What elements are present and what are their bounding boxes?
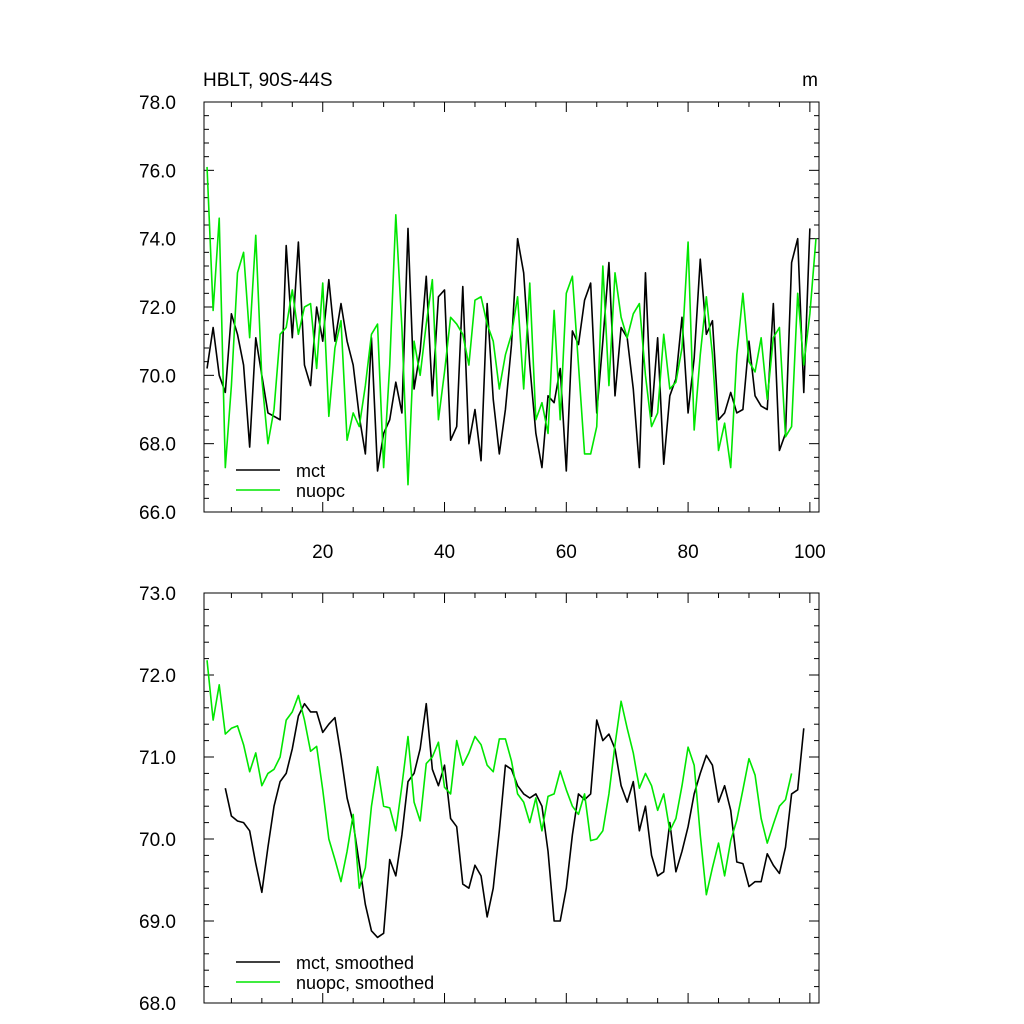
y-tick-label: 76.0 bbox=[139, 161, 176, 182]
series-line-mct-smoothed bbox=[224, 702, 805, 939]
y-tick-label: 71.0 bbox=[139, 748, 176, 769]
y-tick-label: 70.0 bbox=[139, 830, 176, 851]
legend-label: nuopc bbox=[296, 481, 345, 501]
y-tick-label: 66.0 bbox=[139, 503, 176, 524]
figure-title: HBLT, 90S-44S bbox=[203, 70, 333, 91]
units-label: m bbox=[802, 70, 818, 91]
series-line-nuopc bbox=[206, 166, 817, 486]
x-tick-label: 80 bbox=[678, 542, 699, 563]
x-tick-label: 60 bbox=[556, 542, 577, 563]
x-tick-label: 20 bbox=[312, 542, 333, 563]
x-tick-label: 100 bbox=[794, 542, 826, 563]
legend-label: mct, smoothed bbox=[296, 953, 414, 973]
series-line-mct bbox=[206, 227, 811, 472]
y-tick-label: 74.0 bbox=[139, 230, 176, 251]
top-panel: 66.0 68.0 70.0 72.0 74.0 76.0 78.0 20 40 60 80 100 m… bbox=[139, 93, 826, 563]
y-tick-label: 68.0 bbox=[139, 994, 176, 1015]
y-tick-label: 68.0 bbox=[139, 435, 176, 456]
y-tick-label: 78.0 bbox=[139, 93, 176, 114]
y-tick-label: 70.0 bbox=[139, 366, 176, 387]
y-tick-label: 73.0 bbox=[139, 584, 176, 605]
series-line-nuopc-smoothed bbox=[206, 660, 793, 896]
y-tick-label: 72.0 bbox=[139, 666, 176, 687]
plot-frame bbox=[203, 592, 820, 1004]
y-tick-label: 72.0 bbox=[139, 298, 176, 319]
legend-label: mct bbox=[296, 461, 325, 481]
plot-frame bbox=[203, 101, 820, 513]
bottom-panel: 68.0 69.0 70.0 71.0 72.0 73.0 mct, smoothednuo… bbox=[139, 584, 820, 1015]
y-tick-label: 69.0 bbox=[139, 912, 176, 933]
x-tick-label: 40 bbox=[434, 542, 455, 563]
legend-label: nuopc, smoothed bbox=[296, 973, 434, 993]
